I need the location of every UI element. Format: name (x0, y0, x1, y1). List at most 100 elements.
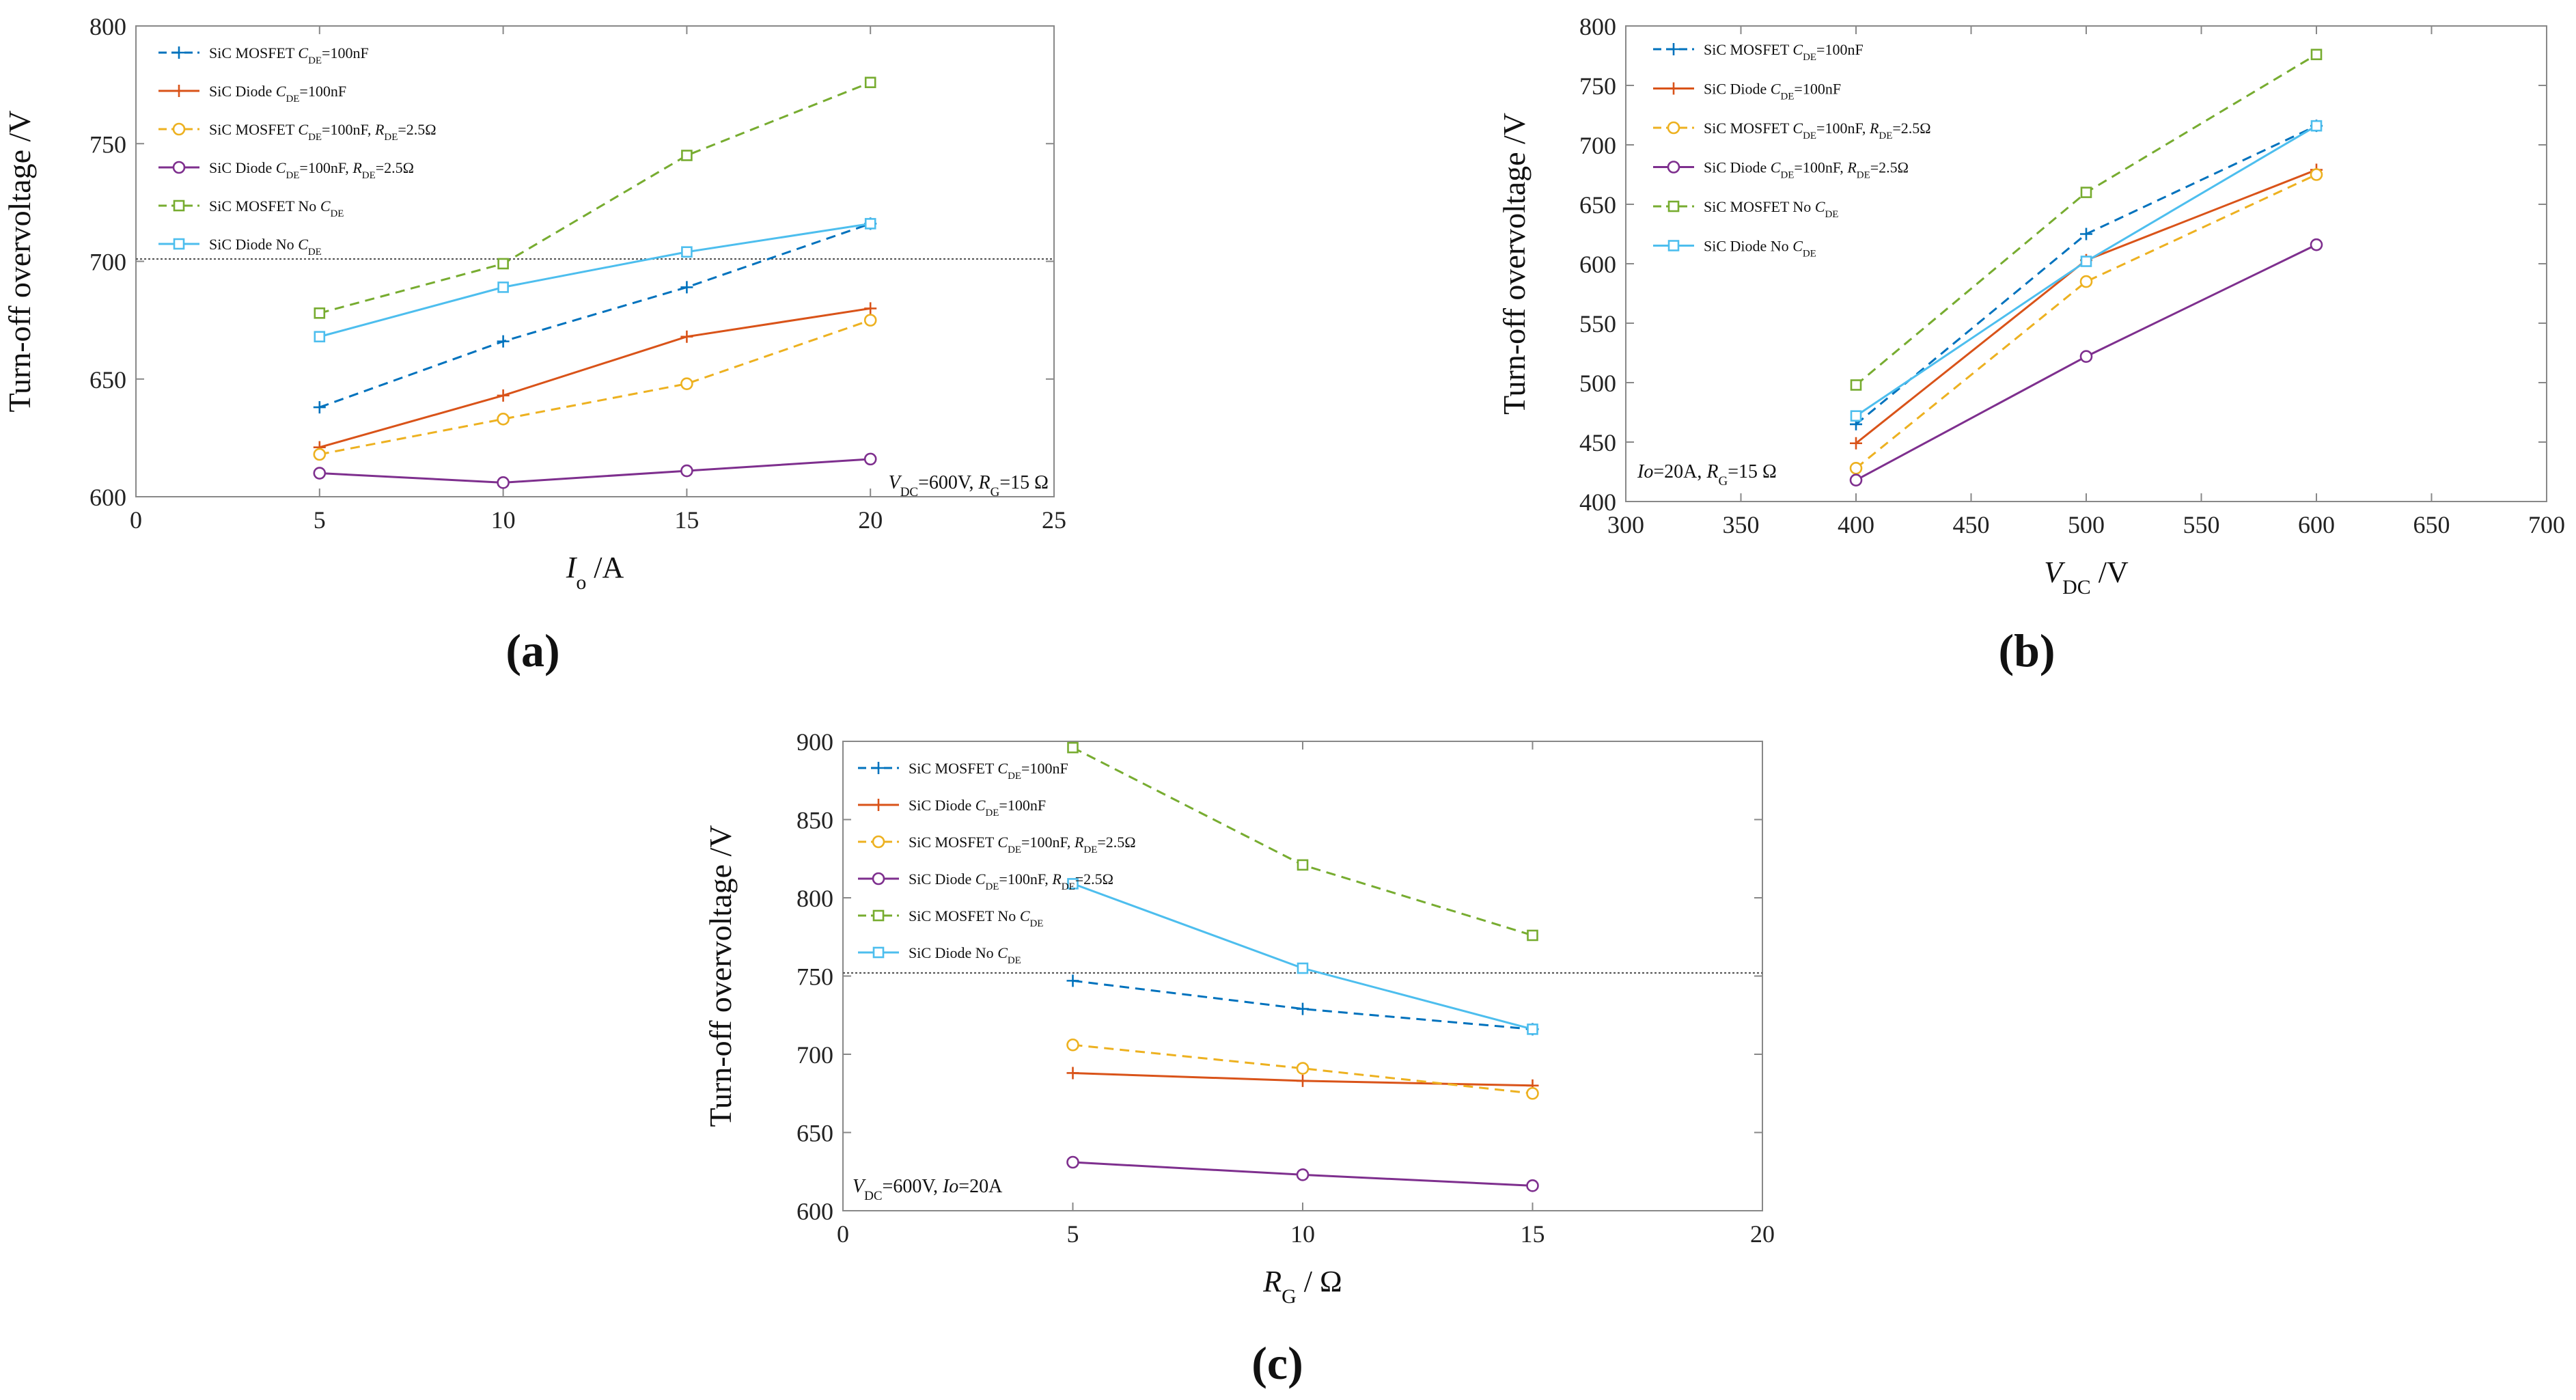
data-point-sic-mosfet-no-cde (2080, 187, 2092, 198)
x-tick-label: 5 (314, 506, 326, 534)
y-tick-label: 800 (1579, 13, 1616, 40)
legend-label-sic-mosfet-no-cde: SiC MOSFET No CDE (1704, 198, 1838, 220)
legend-label-sic-diode-no-cde: SiC Diode No CDE (209, 236, 322, 258)
condition-annotation: Io=20A, RG=15 Ω (1637, 461, 1777, 489)
data-point-sic-mosfet-no-cde (864, 77, 876, 88)
legend-marker-sic-mosfet-cde-rde (872, 835, 885, 849)
legend-marker-sic-mosfet-cde-rde (1667, 121, 1680, 135)
series-line-sic-mosfet-no-cde (1072, 746, 1533, 937)
chart-panel-c: 0 5 10 15 20 600 650 700 750 800 850 900 SiC MOSFET … (703, 728, 1775, 1389)
legend-marker-sic-diode-cde (872, 799, 885, 811)
legend-marker-sic-mosfet-cde-rde (172, 122, 186, 136)
x-tick-label: 0 (130, 506, 142, 534)
legend-marker-sic-diode-cde-rde (172, 161, 186, 174)
y-tick-label: 700 (89, 249, 126, 276)
data-point-sic-mosfet-cde-rde (863, 314, 877, 327)
legend-label-sic-diode-cde-rde: SiC Diode CDE=100nF, RDE=2.5Ω (1704, 159, 1909, 181)
legend-label-sic-diode-cde: SiC Diode CDE=100nF (209, 83, 346, 105)
y-tick-label: 550 (1579, 310, 1616, 338)
y-tick-label: 400 (1579, 489, 1616, 516)
data-point-sic-diode-cde-rde (680, 464, 693, 478)
data-point-sic-mosfet-cde-rde (2079, 275, 2093, 288)
data-point-sic-diode-cde-rde (2310, 238, 2323, 251)
data-point-sic-mosfet-no-cde (497, 258, 509, 270)
data-point-sic-mosfet-cde-rde (497, 413, 510, 426)
x-tick-label: 700 (2528, 511, 2565, 538)
x-axis-label: RG / Ω (1262, 1265, 1342, 1308)
data-point-sic-diode-no-cde (864, 218, 876, 230)
legend-label-sic-mosfet-no-cde: SiC MOSFET No CDE (209, 197, 344, 219)
series-line-sic-diode-no-cde (319, 222, 871, 338)
data-point-sic-mosfet-no-cde (2310, 49, 2323, 61)
legend-label-sic-diode-no-cde: SiC Diode No CDE (909, 944, 1021, 966)
legend-marker-sic-mosfet-no-cde (872, 909, 885, 922)
y-tick-label: 500 (1579, 370, 1616, 397)
x-tick-label: 15 (674, 506, 699, 534)
data-point-sic-diode-no-cde (314, 331, 326, 343)
data-point-sic-diode-no-cde (1067, 878, 1079, 890)
data-point-sic-mosfet-cde (2080, 228, 2092, 241)
x-tick-label: 450 (1953, 511, 1990, 538)
y-tick-label: 750 (1579, 72, 1616, 100)
y-axis-label: Turn-off overvoltage /V (1497, 113, 1532, 415)
data-point-sic-mosfet-cde-rde (313, 448, 327, 461)
legend-label-sic-mosfet-cde: SiC MOSFET CDE=100nF (909, 760, 1068, 782)
series-line-sic-mosfet-no-cde (319, 81, 871, 314)
data-point-sic-mosfet-cde (313, 401, 326, 414)
data-point-sic-mosfet-cde-rde (1066, 1038, 1079, 1052)
legend-marker-sic-diode-no-cde (173, 238, 185, 250)
x-tick-label: 25 (1042, 506, 1066, 534)
y-tick-label: 700 (1579, 132, 1616, 159)
x-tick-label: 550 (2183, 511, 2220, 538)
y-tick-label: 650 (89, 366, 126, 394)
x-tick-label: 650 (2413, 511, 2450, 538)
legend-label-sic-diode-cde-rde: SiC Diode CDE=100nF, RDE=2.5Ω (909, 870, 1113, 892)
data-point-sic-diode-cde-rde (2079, 350, 2093, 363)
x-tick-label: 500 (2068, 511, 2105, 538)
series-line-sic-mosfet-cde-rde (1855, 174, 2317, 469)
data-point-sic-diode-no-cde (2310, 120, 2323, 132)
y-axis-label: Turn-off overvoltage /V (703, 825, 738, 1127)
y-tick-label: 600 (797, 1198, 833, 1225)
data-point-sic-diode-no-cde (1297, 962, 1309, 974)
legend-label-sic-diode-no-cde: SiC Diode No CDE (1704, 238, 1816, 260)
y-tick-label: 850 (797, 807, 833, 834)
legend-marker-sic-mosfet-no-cde (1667, 200, 1680, 212)
legend-label-sic-mosfet-cde: SiC MOSFET CDE=100nF (209, 44, 369, 66)
legend-label-sic-diode-cde-rde: SiC Diode CDE=100nF, RDE=2.5Ω (209, 159, 414, 181)
legend-marker-sic-mosfet-cde (173, 46, 185, 59)
data-point-sic-mosfet-cde (1297, 1002, 1309, 1015)
data-point-sic-diode-cde (680, 330, 693, 343)
y-tick-label: 600 (89, 484, 126, 511)
data-point-sic-mosfet-cde-rde (2310, 168, 2323, 181)
x-tick-label: 600 (2298, 511, 2335, 538)
data-point-sic-mosfet-cde-rde (1849, 461, 1863, 475)
y-tick-label: 750 (797, 963, 833, 991)
data-point-sic-mosfet-no-cde (1297, 859, 1309, 871)
data-point-sic-diode-no-cde (2080, 256, 2092, 267)
y-tick-label: 450 (1579, 429, 1616, 456)
data-point-sic-mosfet-no-cde (1527, 929, 1538, 942)
condition-annotation: VDC=600V, Io=20A (853, 1176, 1003, 1203)
data-point-sic-diode-cde-rde (863, 452, 877, 466)
legend-marker-sic-diode-cde-rde (872, 872, 885, 886)
data-point-sic-diode-cde (1297, 1074, 1309, 1087)
legend-marker-sic-diode-cde-rde (1667, 161, 1680, 174)
x-tick-label: 5 (1067, 1220, 1079, 1248)
data-point-sic-mosfet-cde-rde (1296, 1062, 1310, 1075)
series-line-sic-diode-cde (1855, 169, 2317, 444)
legend-marker-sic-diode-no-cde (1667, 240, 1680, 251)
chart-panel-b: 300 350 400 450 500 550 600 650 700 400 450 500 550 6… (1497, 13, 2565, 676)
legend-marker-sic-mosfet-no-cde (173, 200, 185, 212)
data-point-sic-mosfet-cde (680, 281, 693, 294)
legend-label-sic-mosfet-cde-rde: SiC MOSFET CDE=100nF, RDE=2.5Ω (1704, 120, 1931, 141)
series-line-sic-diode-cde (319, 307, 871, 449)
data-point-sic-diode-cde (1850, 437, 1862, 450)
data-point-sic-mosfet-cde-rde (680, 377, 693, 390)
legend-marker-sic-mosfet-cde (872, 762, 885, 774)
data-point-sic-diode-no-cde (1527, 1024, 1538, 1035)
series-line-sic-diode-no-cde (1855, 124, 2317, 417)
x-tick-label: 0 (837, 1220, 849, 1248)
x-axis-label: VDC /V (2044, 555, 2129, 599)
